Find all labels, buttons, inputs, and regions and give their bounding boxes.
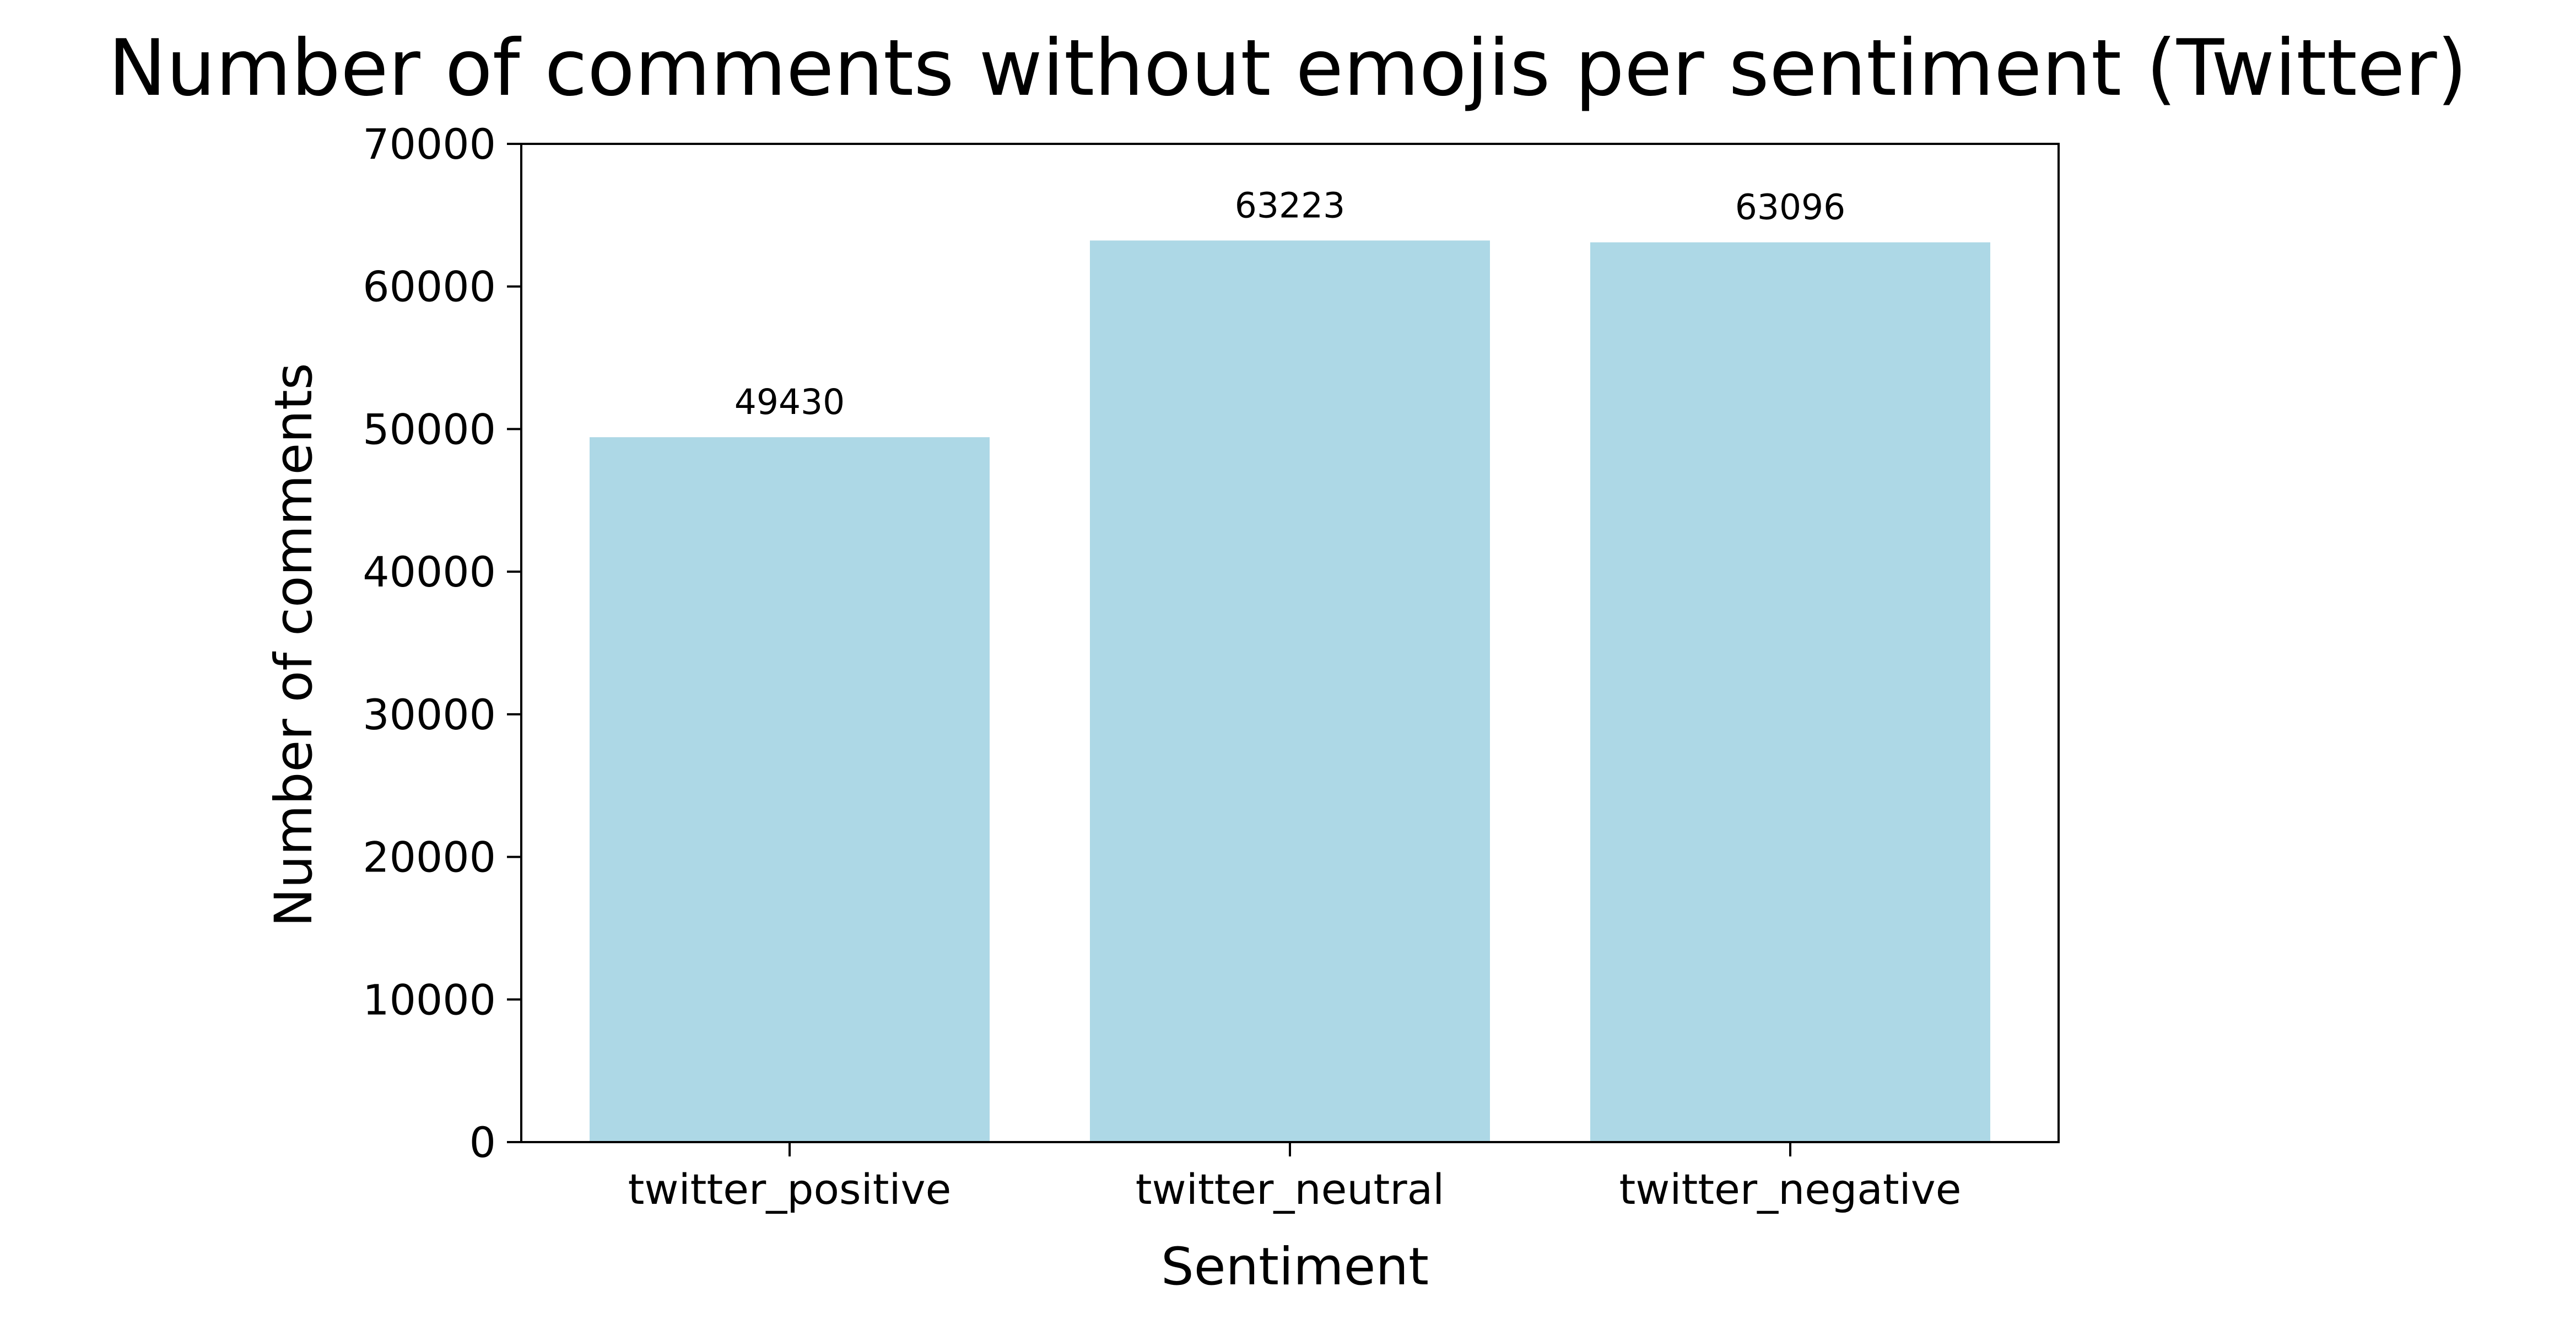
plot-frame xyxy=(520,143,2060,1143)
chart-title: Number of comments without emojis per se… xyxy=(108,23,2467,114)
x-tick-label-twitter_negative: twitter_negative xyxy=(1619,1165,1961,1214)
bar-twitter_positive xyxy=(590,437,990,1142)
x-tick-label-twitter_neutral: twitter_neutral xyxy=(1136,1165,1445,1214)
y-tick-label-30000: 30000 xyxy=(363,690,496,739)
y-tick-label-0: 0 xyxy=(469,1118,496,1167)
bar-twitter_negative xyxy=(1590,242,1990,1142)
y-tick-label-60000: 60000 xyxy=(363,262,496,311)
plot-area: 49430 twitter_positive 63223 twitter_neutra… xyxy=(363,120,2060,1214)
x-tick-label-twitter_positive: twitter_positive xyxy=(628,1165,952,1214)
y-axis-title: Number of comments xyxy=(264,363,324,927)
data-label-twitter_neutral: 63223 xyxy=(1235,185,1345,225)
y-tick-label-40000: 40000 xyxy=(363,547,496,596)
data-label-twitter_positive: 49430 xyxy=(735,382,845,422)
y-tick-label-50000: 50000 xyxy=(363,405,496,454)
y-tick-label-10000: 10000 xyxy=(363,975,496,1024)
bar-twitter_neutral xyxy=(1090,240,1490,1142)
x-axis-title: Sentiment xyxy=(1161,1237,1429,1297)
data-label-twitter_negative: 63096 xyxy=(1735,187,1845,228)
y-tick-label-70000: 70000 xyxy=(363,120,496,169)
y-tick-label-20000: 20000 xyxy=(363,833,496,882)
